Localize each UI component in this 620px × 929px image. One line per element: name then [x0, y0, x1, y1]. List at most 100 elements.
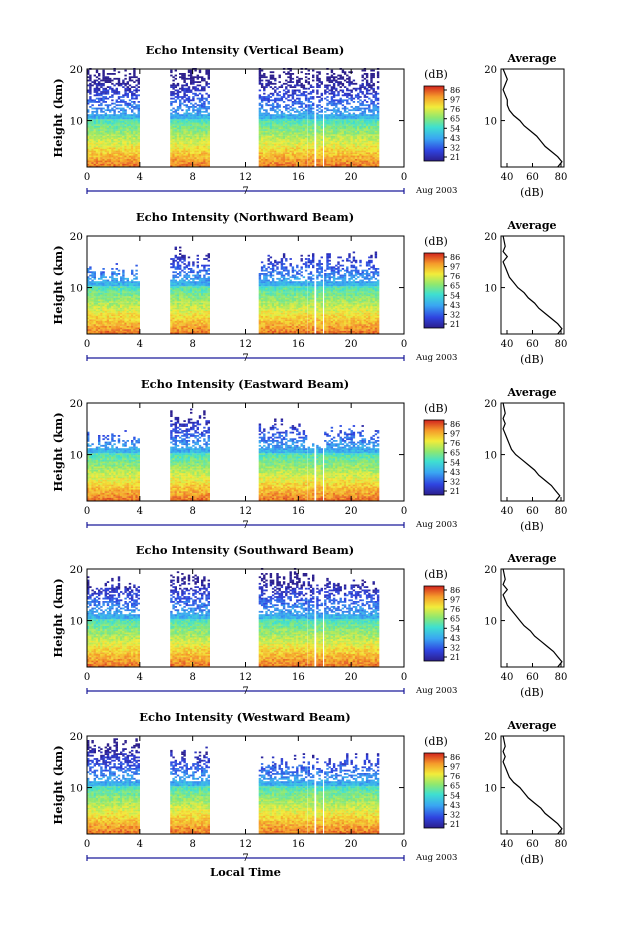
heatmap-cell [274, 79, 277, 82]
heatmap-cell [365, 119, 369, 121]
heatmap-cell [335, 94, 338, 97]
heatmap-cell [298, 155, 301, 158]
heatmap-cell [111, 289, 114, 292]
heatmap-cell [106, 309, 110, 312]
heatmap-cell [179, 129, 182, 131]
heatmap-cell [106, 315, 110, 318]
heatmap-cell [332, 139, 336, 141]
heatmap-cell [122, 135, 125, 138]
heatmap-cell [326, 120, 329, 123]
heatmap-cell [102, 325, 105, 328]
heatmap-cell [278, 130, 281, 133]
heatmap-cell [100, 94, 103, 97]
heatmap-cell [98, 101, 101, 103]
heatmap-cell [304, 139, 308, 141]
heatmap-cell [312, 112, 315, 115]
heatmap-cell [300, 152, 303, 154]
heatmap-cell [335, 115, 338, 118]
heatmap-cell [120, 152, 123, 154]
heatmap-cell [133, 122, 136, 125]
heatmap-cell [300, 94, 303, 97]
heatmap-cell [89, 299, 92, 302]
heatmap-cell [274, 160, 277, 163]
heatmap-cell [361, 129, 364, 131]
heatmap-cell [106, 165, 110, 168]
heatmap-cell [196, 84, 199, 87]
heatmap-cell [339, 125, 342, 128]
heatmap-cell [93, 87, 96, 90]
heatmap-cell [287, 134, 290, 136]
heatmap-cell [120, 294, 123, 297]
heatmap-cell [368, 122, 371, 125]
heatmap-cell [131, 127, 134, 130]
heatmap-cell [102, 307, 105, 310]
heatmap-cell [363, 114, 367, 116]
heatmap-cell [372, 115, 375, 118]
heatmap-cell [337, 117, 340, 120]
heatmap-cell [352, 150, 356, 153]
heatmap-cell [372, 147, 375, 149]
heatmap-cell [341, 135, 345, 138]
heatmap-cell [339, 77, 342, 80]
heatmap-cell [205, 152, 208, 154]
heatmap-cell [298, 150, 301, 153]
heatmap-cell [117, 135, 121, 138]
heatmap-cell [363, 145, 367, 148]
heatmap-cell [374, 145, 378, 148]
heatmap-cell [179, 157, 182, 159]
heatmap-cell [122, 86, 125, 88]
heatmap-cell [298, 89, 301, 92]
heatmap-cell [102, 319, 105, 321]
heatmap-cell [269, 96, 273, 98]
heatmap-cell [192, 86, 195, 88]
heatmap-cell [271, 129, 275, 131]
heatmap-cell [343, 145, 347, 148]
heatmap-cell [274, 97, 277, 100]
heatmap-cell [341, 69, 345, 72]
heatmap-cell [104, 309, 107, 312]
heatmap-cell [370, 84, 373, 87]
heatmap-cell [296, 163, 299, 166]
heatmap-cell [326, 107, 329, 110]
heatmap-cell [298, 162, 301, 164]
heatmap-cell [91, 127, 94, 130]
heatmap-cell [135, 125, 138, 128]
heatmap-cell [104, 101, 107, 103]
heatmap-cell [113, 127, 116, 130]
heatmap-cell [339, 158, 342, 161]
heatmap-cell [109, 124, 112, 126]
heatmap-cell [120, 84, 123, 87]
heatmap-cell [307, 158, 310, 161]
heatmap-cell [190, 77, 193, 80]
heatmap-cell [137, 134, 140, 136]
heatmap-cell [330, 140, 334, 143]
heatmap-cell [190, 160, 193, 163]
heatmap-cell [260, 148, 264, 151]
heatmap-cell [135, 87, 138, 90]
heatmap-cell [205, 142, 208, 145]
heatmap-cell [126, 96, 129, 98]
heatmap-cell [201, 102, 204, 105]
heatmap-cell [346, 87, 349, 90]
heatmap-cell [312, 134, 315, 136]
heatmap-cell [109, 317, 112, 320]
heatmap-cell [93, 299, 96, 302]
heatmap-cell [115, 299, 118, 302]
heatmap-cell [326, 86, 329, 88]
heatmap-cell [106, 147, 110, 149]
heatmap-cell [348, 145, 351, 148]
heatmap-cell [348, 147, 351, 149]
heatmap-cell [111, 291, 114, 293]
heatmap-cell [89, 76, 92, 79]
heatmap-cell [174, 160, 177, 163]
heatmap-cell [276, 117, 279, 120]
heatmap-cell [192, 158, 195, 161]
heatmap-cell [91, 124, 94, 126]
heatmap-cell [196, 94, 199, 97]
heatmap-cell [93, 314, 96, 316]
heatmap-cell [89, 130, 92, 133]
heatmap-cell [372, 91, 375, 93]
heatmap-cell [207, 69, 210, 72]
heatmap-cell [89, 91, 92, 93]
heatmap-cell [89, 139, 92, 141]
